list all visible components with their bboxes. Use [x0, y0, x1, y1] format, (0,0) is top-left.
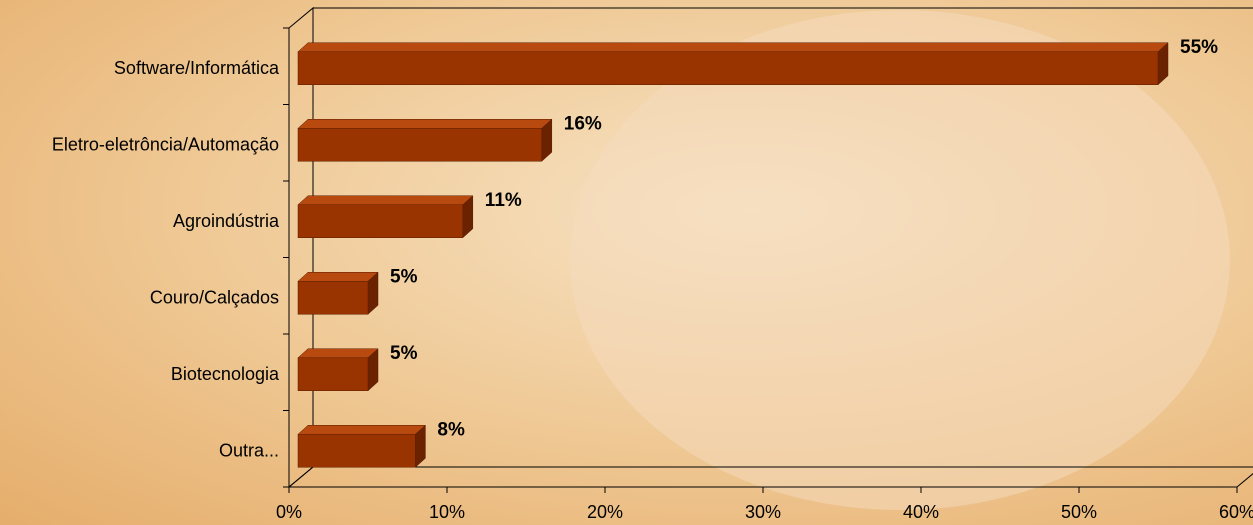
- bar: [297, 281, 369, 315]
- bar: [297, 128, 543, 162]
- bar-top: [297, 42, 1169, 52]
- y-tick-label: Agroindústria: [173, 211, 280, 231]
- bar: [297, 357, 369, 391]
- x-tick-label: 60%: [1219, 502, 1253, 522]
- bar-top: [297, 348, 379, 358]
- bar-top: [297, 195, 474, 205]
- bar-top: [297, 425, 427, 435]
- bar: [297, 204, 464, 238]
- value-label: 5%: [390, 266, 418, 287]
- value-label: 55%: [1180, 37, 1218, 58]
- y-tick-label: Software/Informática: [114, 58, 280, 78]
- y-tick-label: Eletro-eletrôncia/Automação: [52, 135, 279, 155]
- bar-top: [297, 119, 553, 129]
- background-globe: [570, 10, 1230, 510]
- y-tick-label: Outra...: [219, 441, 279, 461]
- value-label: 5%: [390, 343, 418, 364]
- bar: [297, 434, 416, 468]
- y-tick-label: Biotecnologia: [171, 364, 280, 384]
- x-tick-label: 10%: [429, 502, 465, 522]
- bar: [297, 51, 1159, 85]
- x-tick-label: 50%: [1061, 502, 1097, 522]
- value-label: 8%: [437, 419, 465, 440]
- x-tick-label: 40%: [903, 502, 939, 522]
- x-tick-label: 30%: [745, 502, 781, 522]
- bar-top: [297, 272, 379, 282]
- x-tick-label: 0%: [276, 502, 302, 522]
- y-tick-label: Couro/Calçados: [150, 288, 279, 308]
- x-tick-label: 20%: [587, 502, 623, 522]
- value-label: 16%: [564, 113, 602, 134]
- plot: 0% 10% 20% 30% 40% 50% 60% Software/Informática…: [52, 6, 1253, 522]
- value-label: 11%: [485, 190, 522, 211]
